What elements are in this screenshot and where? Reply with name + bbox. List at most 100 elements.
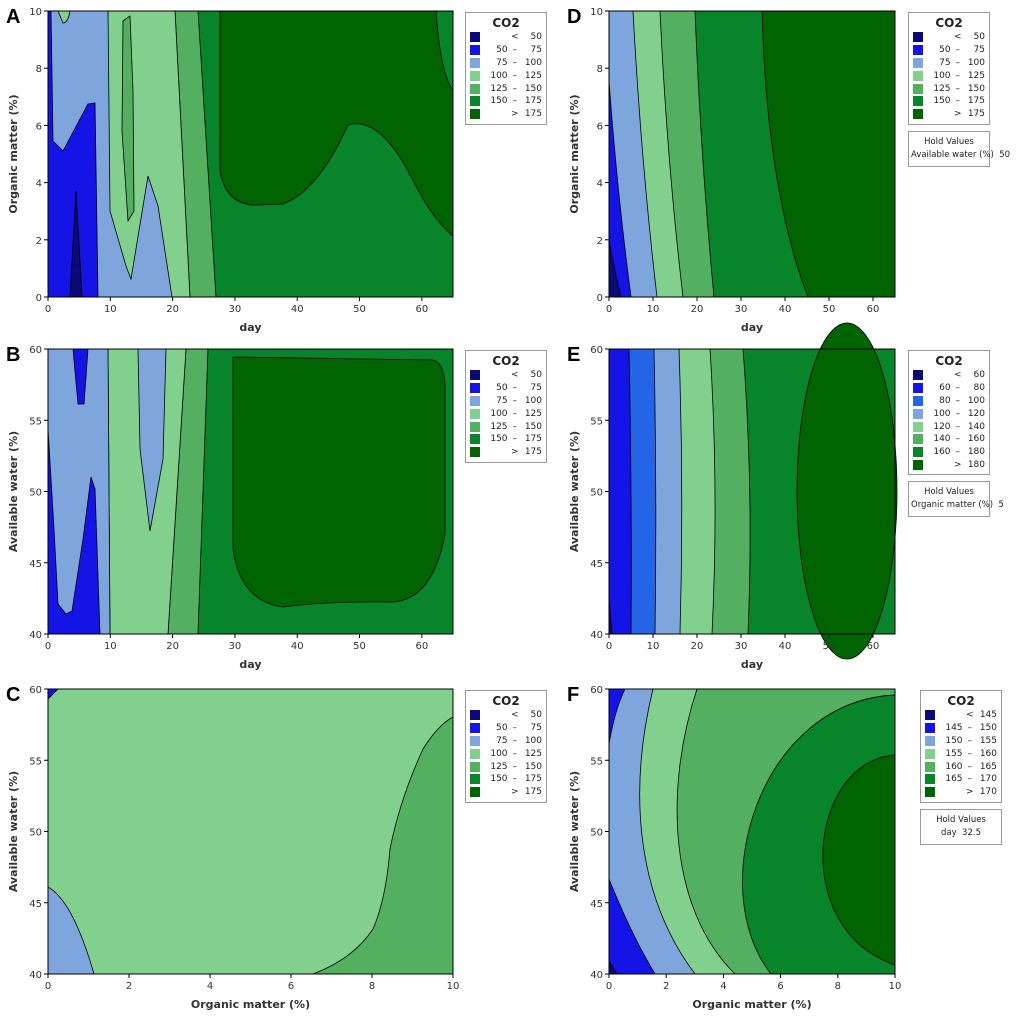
legend-swatch — [470, 787, 480, 798]
hold-value-row: day 32.5 — [923, 827, 999, 840]
legend-sep: > — [511, 787, 519, 798]
x-tick-label: 40 — [291, 304, 304, 315]
legend-item: 150–175 — [470, 433, 542, 446]
x-tick-label: 30 — [735, 304, 748, 315]
legend-swatch — [913, 70, 923, 81]
y-axis-label: Available water (%) — [7, 771, 20, 892]
legend-sep: < — [511, 32, 519, 43]
legend-sep: – — [512, 395, 518, 406]
x-tick-label: 8 — [835, 981, 841, 992]
legend-swatch — [470, 370, 480, 381]
legend-sep: – — [967, 748, 973, 759]
legend-sep: – — [955, 447, 961, 458]
legend-sep: – — [512, 748, 518, 759]
y-tick-label: 0 — [597, 293, 603, 304]
x-tick-label: 60 — [867, 304, 880, 315]
y-tick-label: 8 — [36, 64, 42, 75]
legend-lo: 50 — [939, 45, 951, 56]
legend-item: <50 — [913, 31, 985, 44]
x-tick-label: 0 — [45, 981, 51, 992]
legend-hi: 165 — [979, 761, 997, 772]
legend-lo: 50 — [496, 383, 508, 394]
legend-item: 50– 75 — [470, 44, 542, 57]
panel-letter: B — [6, 344, 20, 366]
legend-lo: 125 — [490, 421, 508, 432]
legend-hi: 150 — [524, 421, 542, 432]
legend-hi: 170 — [979, 787, 997, 798]
legend-lo: 150 — [933, 96, 951, 107]
panel-c — [47, 688, 454, 975]
y-tick-label: 6 — [597, 121, 603, 132]
hold-value: 5 — [998, 500, 1004, 510]
legend-item: <145 — [925, 709, 997, 722]
x-tick-label: 0 — [606, 304, 612, 315]
legend-item: <60 — [913, 369, 985, 382]
hold-values-title: Hold Values — [924, 487, 974, 497]
legend-item: 100–125 — [913, 69, 985, 82]
legend-sep: – — [967, 774, 973, 785]
legend-hi: 75 — [530, 723, 542, 734]
legend-item: 50– 75 — [913, 44, 985, 57]
legend-swatch — [925, 748, 935, 759]
legend: CO2 <145 145–150 150–155 155–160 160–165 165–1… — [920, 690, 1002, 803]
legend-swatch — [913, 32, 923, 43]
legend-lo: 140 — [933, 434, 951, 445]
legend-item: 75–100 — [470, 735, 542, 748]
legend-item: 75–100 — [913, 57, 985, 70]
legend-item: >175 — [470, 786, 542, 799]
legend-sep: – — [955, 83, 961, 94]
legend-swatch — [913, 109, 923, 120]
hold-value-row: Organic matter (%) 5 — [911, 499, 1004, 512]
y-tick-label: 60 — [29, 345, 42, 356]
legend-swatch — [913, 447, 923, 458]
x-tick-label: 4 — [720, 981, 726, 992]
x-tick-label: 0 — [45, 304, 51, 315]
legend-swatch — [925, 723, 935, 734]
legend-lo: 100 — [933, 70, 951, 81]
legend-hi: 100 — [524, 57, 542, 68]
legend-sep: – — [955, 408, 961, 419]
legend-lo: 150 — [490, 434, 508, 445]
legend-hi: 50 — [530, 710, 542, 721]
legend-swatch — [913, 83, 923, 94]
legend-sep: > — [954, 109, 962, 120]
legend-swatch — [470, 70, 480, 81]
legend-sep: – — [512, 434, 518, 445]
legend-swatch — [470, 748, 480, 759]
legend-item: 100–125 — [470, 407, 542, 420]
legend-swatch — [470, 408, 480, 419]
legend-lo: 75 — [496, 735, 508, 746]
x-tick-label: 4 — [207, 981, 213, 992]
legend-item: 125–150 — [913, 82, 985, 95]
legend-hi: 175 — [524, 434, 542, 445]
legend-swatch — [925, 735, 935, 746]
y-tick-label: 60 — [29, 685, 42, 696]
legend-hi: 150 — [967, 83, 985, 94]
x-tick-label: 40 — [779, 304, 792, 315]
legend-item: >170 — [925, 786, 997, 799]
x-tick-label: 10 — [104, 641, 117, 652]
x-axis-label: day — [741, 321, 763, 334]
legend-hi: 175 — [524, 774, 542, 785]
legend-sep: – — [512, 723, 518, 734]
legend-lo: 160 — [933, 447, 951, 458]
legend-item: 50– 75 — [470, 382, 542, 395]
legend-hi: 145 — [979, 710, 997, 721]
y-tick-label: 0 — [36, 293, 42, 304]
region-over-180 — [796, 322, 898, 660]
legend-sep: – — [955, 96, 961, 107]
hold-value-label: Organic matter (%) — [911, 500, 999, 510]
y-tick-label: 6 — [36, 121, 42, 132]
legend-hi: 50 — [973, 32, 985, 43]
hold-value-row: Available water (%) 50 — [911, 149, 1010, 162]
legend-sep: – — [955, 57, 961, 68]
legend-lo: 60 — [939, 383, 951, 394]
legend-item: 160–165 — [925, 760, 997, 773]
x-tick-label: 50 — [823, 641, 836, 652]
legend-hi: 100 — [967, 395, 985, 406]
legend-item: 150–175 — [913, 95, 985, 108]
legend-hi: 140 — [967, 421, 985, 432]
legend-swatch — [470, 723, 480, 734]
legend-lo: 50 — [496, 723, 508, 734]
